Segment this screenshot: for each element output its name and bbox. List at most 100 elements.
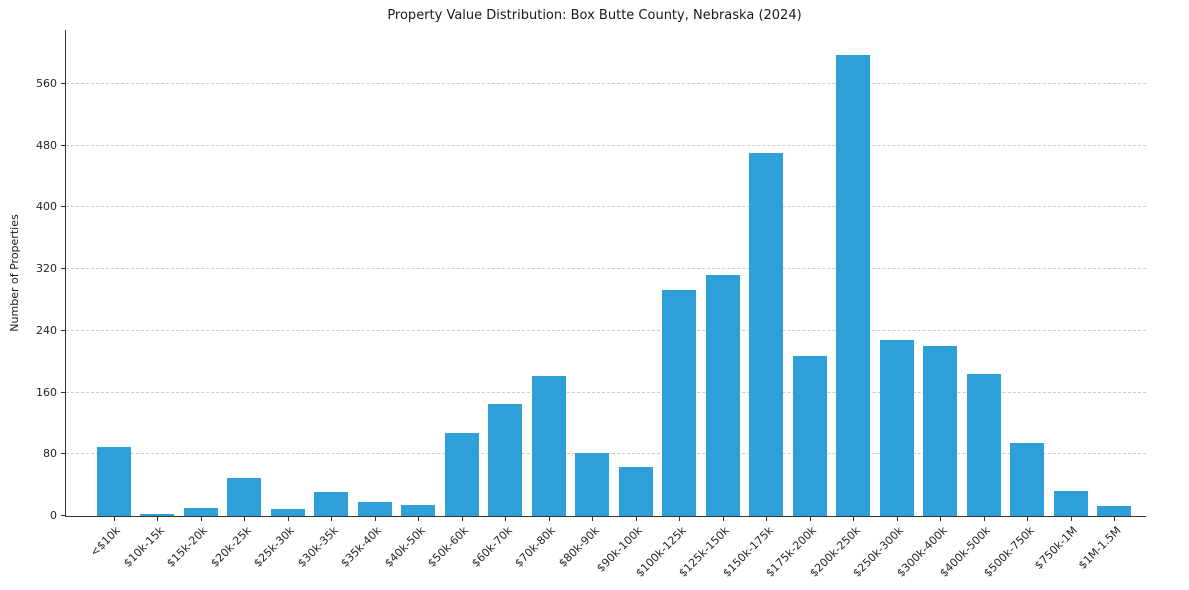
x-tick-label: $80k-90k [555,524,602,570]
gridline [66,144,1146,146]
x-tick-mark [679,516,681,521]
x-tick-mark [287,516,289,521]
bar-$40k-50k [401,505,436,516]
bar-slot: $500k-750k [981,30,1050,580]
bar-slot: $750k-1M [1032,30,1093,572]
y-tick-label: 560 [36,77,57,91]
x-tick-mark [244,516,246,521]
y-tick-mark [61,268,66,270]
x-tick-mark [1114,516,1116,521]
bar-slot: $200k-250k [807,30,876,580]
y-tick-mark [61,391,66,393]
y-tick-label: 320 [36,262,57,276]
x-tick-label: $10k-15k [120,524,167,570]
bar-$25k-30k [270,509,305,516]
bar-slot: $40k-50k [382,30,441,570]
bar-slot: $175k-200k [763,30,832,580]
x-tick-mark [940,516,942,521]
plot-area: 0 80 160 240 320 400 480 560 <$10k $10k-15k $15k-2… [36,30,1146,580]
x-tick-label: $40k-50k [381,524,428,570]
x-tick-label: $20k-25k [207,524,254,570]
bar-$20k-25k [227,478,262,516]
x-tick-mark [766,516,768,521]
x-tick-mark [853,516,855,521]
bar-$200k-250k [836,55,871,516]
chart-title: Property Value Distribution: Box Butte C… [387,8,802,23]
bar-slot: $20k-25k [208,30,267,570]
x-tick-mark [983,516,985,521]
bar-slot: $1M-1.5M [1076,30,1137,572]
bar-slot: <$10k [88,30,136,559]
y-tick-label: 480 [36,138,57,152]
x-tick-mark [157,516,159,521]
y-tick-mark [61,453,66,455]
bar-<$10k [96,446,131,516]
x-tick-mark [505,516,507,521]
y-tick-mark [61,329,66,331]
bar-$750k-1M [1053,490,1088,516]
bar-slot: $125k-150k [676,30,745,580]
y-tick-mark [61,83,66,84]
y-axis-label: Number of Properties [8,214,21,332]
bar-$300k-400k [923,345,958,516]
bar-slot: $100k-125k [633,30,702,580]
bar-slot: $25k-30k [251,30,310,570]
bar-$90k-100k [618,466,653,516]
x-tick-mark [1027,516,1029,521]
x-tick-label: <$10k [87,524,123,560]
x-tick-label: $60k-70k [468,524,515,570]
y-tick-label: 400 [36,200,57,214]
gridline [66,391,1146,393]
x-tick-label: $70k-80k [512,524,558,570]
bar-slot: $90k-100k [594,30,658,575]
x-tick-mark [331,516,333,521]
bar-slot: $30k-35k [295,30,354,570]
x-tick-mark [200,516,202,521]
bar-slot: $70k-80k [512,30,571,570]
bar-slot: $10k-15k [121,30,180,570]
x-tick-mark [374,516,376,521]
x-tick-mark [635,516,637,521]
bar-$400k-500k [966,374,1001,516]
gridline [66,268,1146,270]
x-tick-mark [896,516,898,521]
x-tick-mark [461,516,463,521]
x-tick-label: $35k-40k [338,524,384,570]
bar-slot: $50k-60k [425,30,484,570]
x-tick-mark [592,516,594,521]
bar-slot: $150k-175k [720,30,789,580]
y-tick-mark [61,515,66,516]
gridline [66,206,1146,208]
gridline [66,329,1146,331]
bar-slot: $400k-500k [937,30,1006,580]
y-tick-mark [61,206,66,208]
bar-$125k-150k [705,275,740,516]
x-tick-label: $25k-30k [251,524,297,570]
bars-row: <$10k $10k-15k $15k-20k $20k-25k $25k-30k $30… [66,30,1146,580]
bar-$60k-70k [488,404,523,516]
bar-$35k-40k [357,502,392,516]
x-tick-mark [1070,516,1072,521]
bar-$50k-60k [444,432,479,516]
bar-$15k-20k [183,508,218,516]
bar-$70k-80k [531,376,566,516]
gridline [66,83,1146,84]
bar-$80k-90k [575,452,610,516]
x-tick-mark [809,516,811,521]
x-tick-mark [722,516,724,521]
x-tick-label: $50k-60k [425,524,471,570]
x-tick-label: $30k-35k [294,524,341,570]
x-tick-label: $15k-20k [164,524,210,570]
y-tick-label: 80 [43,447,57,461]
bar-$100k-125k [662,289,697,516]
bar-slot: $300k-400k [894,30,963,580]
bar-$30k-35k [314,492,349,516]
x-tick-label: $1M-1.5M [1075,524,1124,572]
bar-slot: $250k-300k [850,30,919,580]
bar-$1M-1.5M [1097,505,1132,516]
bar-slot: $80k-90k [556,30,615,570]
x-tick-mark [418,516,420,521]
y-tick-mark [61,144,66,146]
x-tick-mark [113,516,115,521]
